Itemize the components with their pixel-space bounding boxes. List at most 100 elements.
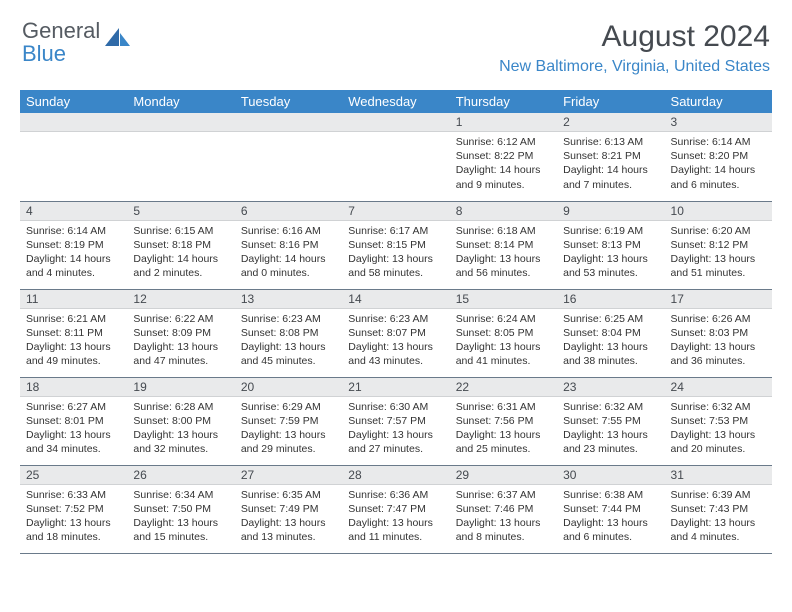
day-number: 13 — [235, 290, 342, 309]
daylight-line: Daylight: 14 hours and 9 minutes. — [456, 163, 551, 191]
day-number: 30 — [557, 466, 664, 485]
daylight-line: Daylight: 14 hours and 7 minutes. — [563, 163, 658, 191]
day-content: Sunrise: 6:33 AMSunset: 7:52 PMDaylight:… — [20, 485, 127, 549]
sunset-line: Sunset: 8:08 PM — [241, 326, 336, 340]
weekday-header: Monday — [127, 90, 234, 113]
day-number: 22 — [450, 378, 557, 397]
day-content: Sunrise: 6:16 AMSunset: 8:16 PMDaylight:… — [235, 221, 342, 285]
daylight-line: Daylight: 14 hours and 4 minutes. — [26, 252, 121, 280]
day-number: 27 — [235, 466, 342, 485]
calendar-day-cell: 17Sunrise: 6:26 AMSunset: 8:03 PMDayligh… — [665, 289, 772, 377]
day-content: Sunrise: 6:26 AMSunset: 8:03 PMDaylight:… — [665, 309, 772, 373]
sunrise-line: Sunrise: 6:12 AM — [456, 135, 551, 149]
sunset-line: Sunset: 7:43 PM — [671, 502, 766, 516]
daylight-line: Daylight: 14 hours and 2 minutes. — [133, 252, 228, 280]
daylight-line: Daylight: 13 hours and 51 minutes. — [671, 252, 766, 280]
day-number: 7 — [342, 202, 449, 221]
weekday-header: Tuesday — [235, 90, 342, 113]
calendar-day-cell: 11Sunrise: 6:21 AMSunset: 8:11 PMDayligh… — [20, 289, 127, 377]
calendar-day-cell: 10Sunrise: 6:20 AMSunset: 8:12 PMDayligh… — [665, 201, 772, 289]
calendar-day-cell — [20, 113, 127, 201]
sunset-line: Sunset: 8:19 PM — [26, 238, 121, 252]
calendar-week-row: 1Sunrise: 6:12 AMSunset: 8:22 PMDaylight… — [20, 113, 772, 201]
day-content: Sunrise: 6:13 AMSunset: 8:21 PMDaylight:… — [557, 132, 664, 196]
day-content: Sunrise: 6:31 AMSunset: 7:56 PMDaylight:… — [450, 397, 557, 461]
sunrise-line: Sunrise: 6:27 AM — [26, 400, 121, 414]
sunrise-line: Sunrise: 6:28 AM — [133, 400, 228, 414]
sunrise-line: Sunrise: 6:33 AM — [26, 488, 121, 502]
sunrise-line: Sunrise: 6:18 AM — [456, 224, 551, 238]
day-content: Sunrise: 6:28 AMSunset: 8:00 PMDaylight:… — [127, 397, 234, 461]
logo: General Blue — [22, 20, 131, 66]
sunset-line: Sunset: 8:01 PM — [26, 414, 121, 428]
calendar-day-cell: 30Sunrise: 6:38 AMSunset: 7:44 PMDayligh… — [557, 465, 664, 553]
sunrise-line: Sunrise: 6:13 AM — [563, 135, 658, 149]
location-line: New Baltimore, Virginia, United States — [499, 58, 770, 76]
day-number: 20 — [235, 378, 342, 397]
sunset-line: Sunset: 8:00 PM — [133, 414, 228, 428]
day-number: 16 — [557, 290, 664, 309]
sunrise-line: Sunrise: 6:20 AM — [671, 224, 766, 238]
day-number — [342, 113, 449, 132]
sunset-line: Sunset: 8:15 PM — [348, 238, 443, 252]
calendar-day-cell: 7Sunrise: 6:17 AMSunset: 8:15 PMDaylight… — [342, 201, 449, 289]
day-number: 2 — [557, 113, 664, 132]
calendar-day-cell: 31Sunrise: 6:39 AMSunset: 7:43 PMDayligh… — [665, 465, 772, 553]
daylight-line: Daylight: 13 hours and 41 minutes. — [456, 340, 551, 368]
calendar-day-cell — [127, 113, 234, 201]
daylight-line: Daylight: 13 hours and 29 minutes. — [241, 428, 336, 456]
calendar-day-cell: 25Sunrise: 6:33 AMSunset: 7:52 PMDayligh… — [20, 465, 127, 553]
day-number: 8 — [450, 202, 557, 221]
sunrise-line: Sunrise: 6:21 AM — [26, 312, 121, 326]
sunset-line: Sunset: 7:52 PM — [26, 502, 121, 516]
sunrise-line: Sunrise: 6:26 AM — [671, 312, 766, 326]
calendar-day-cell: 9Sunrise: 6:19 AMSunset: 8:13 PMDaylight… — [557, 201, 664, 289]
calendar-day-cell: 15Sunrise: 6:24 AMSunset: 8:05 PMDayligh… — [450, 289, 557, 377]
day-number: 21 — [342, 378, 449, 397]
day-number: 23 — [557, 378, 664, 397]
day-content: Sunrise: 6:23 AMSunset: 8:07 PMDaylight:… — [342, 309, 449, 373]
sunset-line: Sunset: 8:07 PM — [348, 326, 443, 340]
day-content: Sunrise: 6:30 AMSunset: 7:57 PMDaylight:… — [342, 397, 449, 461]
daylight-line: Daylight: 13 hours and 20 minutes. — [671, 428, 766, 456]
weekday-header: Friday — [557, 90, 664, 113]
sunset-line: Sunset: 8:20 PM — [671, 149, 766, 163]
day-number: 31 — [665, 466, 772, 485]
daylight-line: Daylight: 13 hours and 56 minutes. — [456, 252, 551, 280]
weekday-header: Wednesday — [342, 90, 449, 113]
day-content: Sunrise: 6:25 AMSunset: 8:04 PMDaylight:… — [557, 309, 664, 373]
sunset-line: Sunset: 8:09 PM — [133, 326, 228, 340]
sunset-line: Sunset: 7:44 PM — [563, 502, 658, 516]
daylight-line: Daylight: 13 hours and 47 minutes. — [133, 340, 228, 368]
daylight-line: Daylight: 13 hours and 25 minutes. — [456, 428, 551, 456]
daylight-line: Daylight: 13 hours and 43 minutes. — [348, 340, 443, 368]
logo-sail-icon — [105, 28, 131, 53]
day-number: 9 — [557, 202, 664, 221]
day-content: Sunrise: 6:14 AMSunset: 8:20 PMDaylight:… — [665, 132, 772, 196]
daylight-line: Daylight: 13 hours and 23 minutes. — [563, 428, 658, 456]
sunrise-line: Sunrise: 6:36 AM — [348, 488, 443, 502]
daylight-line: Daylight: 13 hours and 53 minutes. — [563, 252, 658, 280]
day-content: Sunrise: 6:17 AMSunset: 8:15 PMDaylight:… — [342, 221, 449, 285]
daylight-line: Daylight: 13 hours and 36 minutes. — [671, 340, 766, 368]
daylight-line: Daylight: 13 hours and 34 minutes. — [26, 428, 121, 456]
day-content: Sunrise: 6:12 AMSunset: 8:22 PMDaylight:… — [450, 132, 557, 196]
sunset-line: Sunset: 8:03 PM — [671, 326, 766, 340]
sunrise-line: Sunrise: 6:14 AM — [26, 224, 121, 238]
sunset-line: Sunset: 7:53 PM — [671, 414, 766, 428]
sunrise-line: Sunrise: 6:30 AM — [348, 400, 443, 414]
logo-word-1: General — [22, 18, 100, 43]
logo-word-2: Blue — [22, 41, 66, 66]
calendar-day-cell: 22Sunrise: 6:31 AMSunset: 7:56 PMDayligh… — [450, 377, 557, 465]
day-number: 28 — [342, 466, 449, 485]
day-number: 24 — [665, 378, 772, 397]
day-content: Sunrise: 6:22 AMSunset: 8:09 PMDaylight:… — [127, 309, 234, 373]
calendar-week-row: 25Sunrise: 6:33 AMSunset: 7:52 PMDayligh… — [20, 465, 772, 553]
month-title: August 2024 — [499, 20, 770, 54]
sunrise-line: Sunrise: 6:23 AM — [241, 312, 336, 326]
calendar-day-cell: 20Sunrise: 6:29 AMSunset: 7:59 PMDayligh… — [235, 377, 342, 465]
sunrise-line: Sunrise: 6:35 AM — [241, 488, 336, 502]
day-number: 19 — [127, 378, 234, 397]
sunset-line: Sunset: 8:16 PM — [241, 238, 336, 252]
calendar-week-row: 18Sunrise: 6:27 AMSunset: 8:01 PMDayligh… — [20, 377, 772, 465]
